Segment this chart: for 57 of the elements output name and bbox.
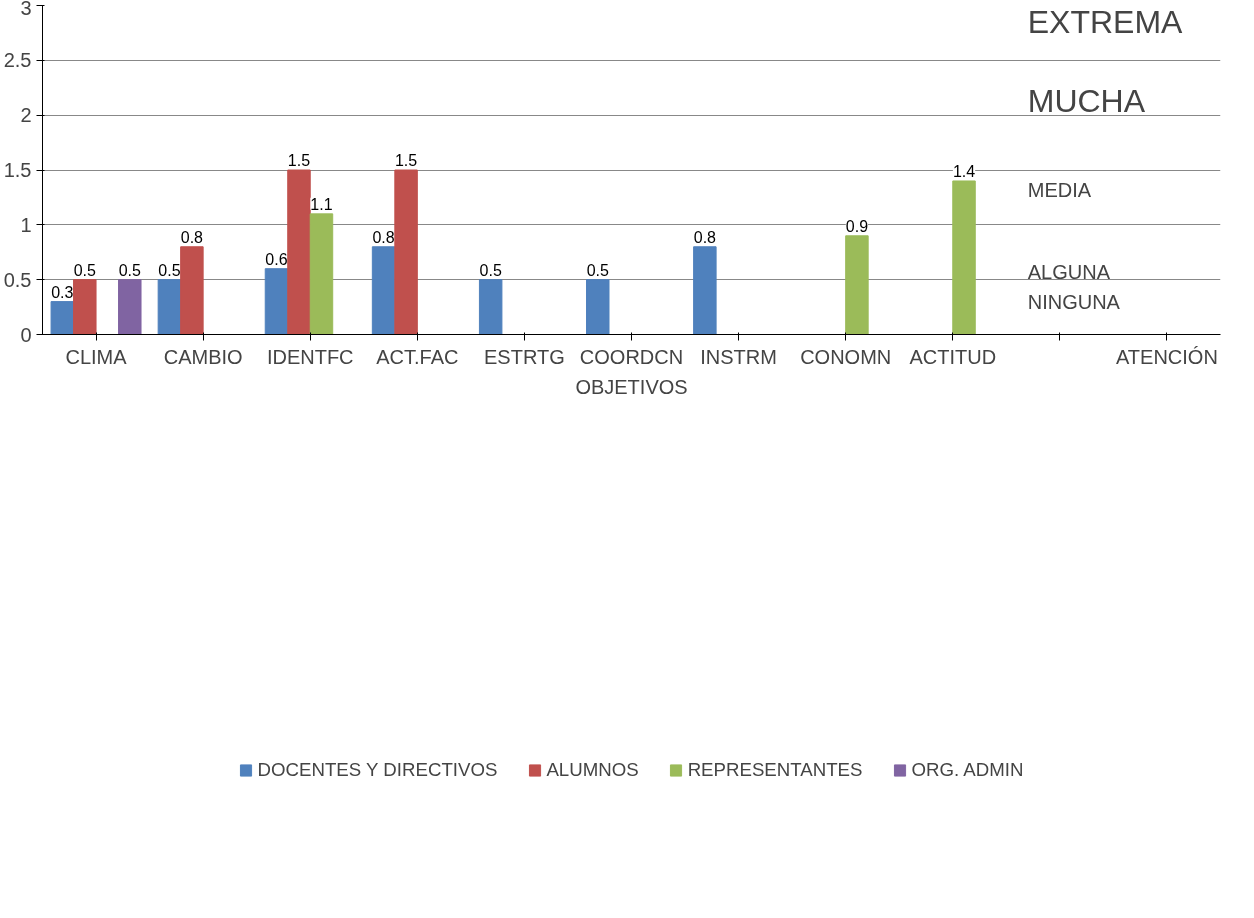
bar <box>264 268 289 335</box>
bar <box>157 279 182 335</box>
x-tick-label: CONOMN <box>800 345 892 368</box>
x-tick-label: ATENCIÓN <box>1116 345 1218 368</box>
data-label: 0.8 <box>372 228 395 246</box>
annotation: MUCHA <box>1027 82 1146 119</box>
data-label: 0.5 <box>479 261 502 279</box>
x-tick-label: INSTRM <box>700 345 777 368</box>
bar <box>118 279 142 335</box>
annotation: ALGUNA <box>1027 260 1111 283</box>
data-label: 0.5 <box>118 261 141 279</box>
x-tick-label: COORDCN <box>579 345 684 368</box>
data-label: 0.5 <box>158 261 181 279</box>
y-tick-label: 2.5 <box>3 49 32 72</box>
annotation: MEDIA <box>1027 178 1092 201</box>
bar <box>180 246 204 335</box>
data-label: 0.8 <box>180 228 204 246</box>
x-axis-title: OBJETIVOS <box>575 375 688 398</box>
bar <box>952 180 976 335</box>
data-label: 0.8 <box>693 228 717 246</box>
data-label: 0.3 <box>51 283 74 301</box>
data-label: 1.1 <box>310 195 333 213</box>
data-label: 0.9 <box>845 217 869 235</box>
legend-label: DOCENTES Y DIRECTIVOS <box>257 758 498 781</box>
y-tick-label: 0 <box>20 323 32 346</box>
y-tick-label: 1 <box>20 213 32 236</box>
y-tick-label: 3 <box>20 0 32 19</box>
annotation: NINGUNA <box>1027 290 1121 313</box>
x-tick-label: CLIMA <box>65 345 128 368</box>
legend-label: ORG. ADMIN <box>911 758 1024 781</box>
data-label: 1.4 <box>952 162 976 180</box>
y-tick-label: 2 <box>20 104 32 127</box>
data-label: 1.5 <box>287 152 311 169</box>
x-tick-label: ESTRTG <box>484 345 565 368</box>
annotation: EXTREMA <box>1027 3 1184 40</box>
x-tick-label: CAMBIO <box>163 345 243 368</box>
bar <box>287 169 311 335</box>
bar <box>73 279 97 335</box>
y-tick-label: 1.5 <box>3 159 32 181</box>
bar <box>693 246 717 335</box>
y-tick-label: 0.5 <box>3 268 32 291</box>
data-label: 0.6 <box>265 250 288 268</box>
x-tick-label: ACTITUD <box>909 345 997 368</box>
x-tick-label: ACT.FAC <box>376 345 459 368</box>
bar <box>845 235 869 335</box>
bar <box>371 246 396 335</box>
legend-label: ALUMNOS <box>546 758 639 781</box>
x-tick-label: IDENTFC <box>266 345 354 368</box>
data-label: 0.5 <box>73 261 97 279</box>
bar <box>309 213 334 335</box>
bar <box>394 169 418 335</box>
bar <box>50 301 75 335</box>
bar <box>478 279 503 335</box>
legend-label: REPRESENTANTES <box>687 758 863 781</box>
bar <box>586 279 610 335</box>
data-label: 1.5 <box>394 152 418 169</box>
data-label: 0.5 <box>586 261 609 279</box>
